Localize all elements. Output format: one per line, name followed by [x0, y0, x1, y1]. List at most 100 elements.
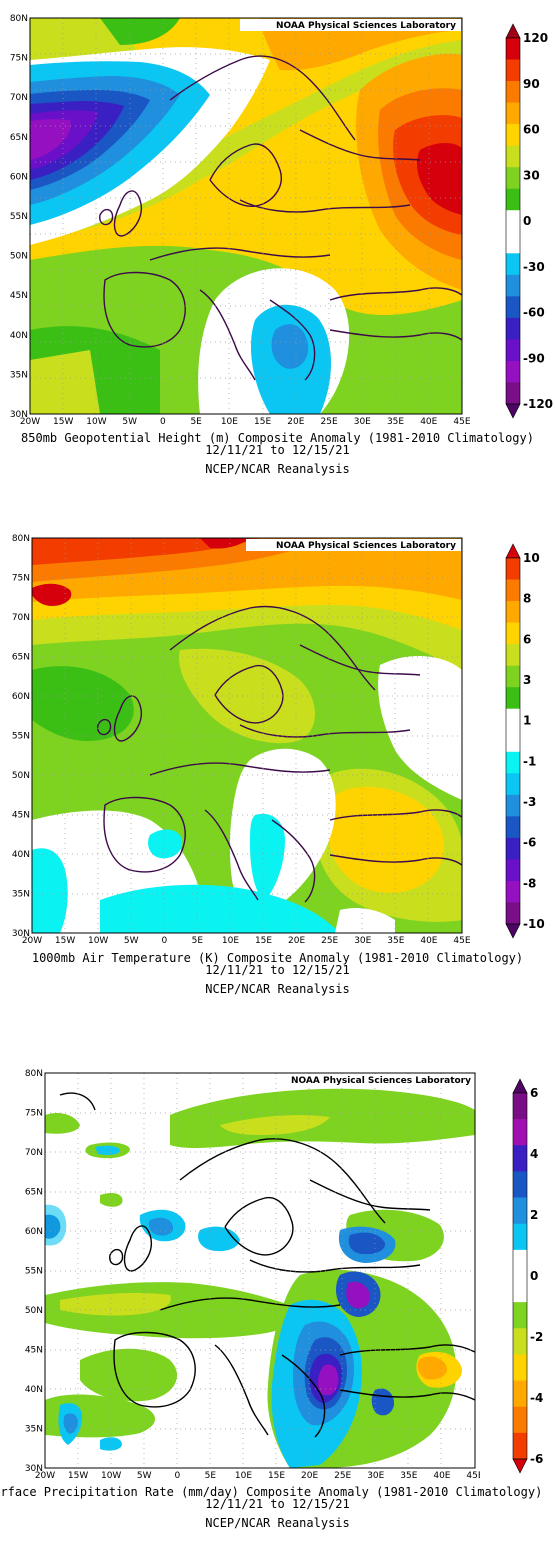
lon-tick-label: 30E [367, 1471, 384, 1481]
colorbar-label: 1 [523, 714, 531, 728]
colorbar-frame [505, 37, 521, 405]
colorbar-label: 3 [523, 673, 531, 687]
colorbar-label: 2 [530, 1208, 538, 1222]
lat-tick-label: 45N [12, 811, 30, 821]
lat-tick-label: 30N [10, 410, 28, 420]
lat-axis: 80N 75N 70N 65N 60N 55N 50N 45N 40N 35N 30N [25, 1069, 43, 1474]
lon-tick-label: 40E [420, 417, 437, 427]
colorbar-label: -8 [523, 876, 536, 890]
colorbar-segment [506, 188, 520, 211]
colorbar-segment [513, 1302, 527, 1329]
lon-tick-label: 25E [334, 1471, 351, 1481]
colorbar-segment [506, 644, 520, 666]
lat-tick-label: 30N [12, 929, 30, 939]
lon-tick-label: 0 [174, 1471, 180, 1481]
colorbar-segment [506, 253, 520, 276]
colorbar-segment [513, 1432, 527, 1460]
colorbar-frame [512, 1092, 528, 1460]
colorbar-segment [506, 794, 520, 817]
colorbar-label: -6 [530, 1452, 543, 1466]
colorbar-label: -120 [523, 397, 553, 411]
lat-tick-label: 60N [10, 172, 28, 182]
colorbar-segment [506, 317, 520, 340]
lat-tick-label: 70N [25, 1148, 43, 1158]
colorbar-segment [506, 124, 520, 146]
panel-title: Surface Precipitation Rate (mm/day) Comp… [0, 1485, 543, 1499]
panel-dates: 12/11/21 to 12/15/21 [205, 443, 350, 457]
lat-tick-label: 65N [10, 133, 28, 143]
panel-source: NCEP/NCAR Reanalysis [205, 1516, 350, 1530]
colorbar: 10 8 6 3 1 -1 -3 -6 -8 -10 [505, 543, 545, 939]
lon-tick-label: 5E [192, 936, 204, 946]
lon-tick-label: 15W [68, 1471, 88, 1481]
lon-tick-label: 5E [205, 1471, 217, 1481]
lat-tick-label: 45N [25, 1346, 43, 1356]
panel-source: NCEP/NCAR Reanalysis [205, 982, 350, 996]
colorbar-label: 4 [530, 1147, 538, 1161]
colorbar-label: -3 [523, 795, 536, 809]
colorbar-segment [506, 210, 520, 233]
lon-tick-label: 5W [124, 936, 139, 946]
lat-tick-label: 50N [12, 771, 30, 781]
lat-tick-label: 40N [10, 331, 28, 341]
colorbar-segment [506, 880, 520, 903]
colorbar-segment [506, 339, 520, 362]
lon-tick-label: 20E [288, 936, 305, 946]
lon-tick-label: 0 [161, 936, 167, 946]
panel-source: NCEP/NCAR Reanalysis [205, 462, 350, 476]
colorbar-top-arrow [512, 1078, 528, 1094]
colorbar-segment [506, 296, 520, 319]
lon-tick-label: 10E [221, 417, 238, 427]
lat-tick-label: 55N [25, 1267, 43, 1277]
lat-tick-label: 80N [10, 14, 28, 24]
colorbar-segment [506, 859, 520, 882]
lon-tick-label: 0 [160, 417, 166, 427]
lon-tick-label: 45E [453, 417, 470, 427]
lon-tick-label: 25E [321, 417, 338, 427]
colorbar-segment [513, 1093, 527, 1120]
colorbar-segment [513, 1145, 527, 1172]
colorbar-label: -90 [523, 351, 545, 365]
colorbar-label: -6 [523, 836, 536, 850]
lat-tick-label: 75N [12, 574, 30, 584]
colorbar-label: -10 [523, 917, 545, 931]
lon-tick-label: 40E [420, 936, 437, 946]
colorbar-segment [506, 579, 520, 602]
lat-tick-label: 60N [12, 692, 30, 702]
lat-tick-label: 35N [12, 890, 30, 900]
lat-tick-label: 30N [25, 1464, 43, 1474]
colorbar-label: -1 [523, 754, 536, 768]
colorbar-segment [513, 1276, 527, 1303]
colorbar-label: 120 [523, 31, 548, 45]
colorbar-label: -2 [530, 1330, 543, 1344]
colorbar-segment [506, 38, 520, 60]
colorbar-segment [506, 558, 520, 580]
colorbar-segment [506, 360, 520, 383]
lat-tick-label: 60N [25, 1227, 43, 1237]
lon-tick-label: 10W [101, 1471, 121, 1481]
air-temperature-map: NOAA Physical Sciences Laboratory 80N 75N… [12, 534, 470, 946]
lat-tick-label: 65N [25, 1188, 43, 1198]
colorbar-segment [506, 622, 520, 645]
colorbar-label: -4 [530, 1391, 543, 1405]
lat-tick-label: 35N [10, 370, 28, 380]
lon-tick-label: 5W [137, 1471, 152, 1481]
colorbar-bottom-arrow [512, 1458, 528, 1474]
lon-tick-label: 25E [321, 936, 338, 946]
lon-tick-label: 10E [235, 1471, 252, 1481]
colorbar-label: -60 [523, 306, 545, 320]
colorbar-segment [513, 1249, 527, 1277]
colorbar-segment [513, 1328, 527, 1355]
panel-title: 1000mb Air Temperature (K) Composite Ano… [31, 951, 524, 965]
lat-tick-label: 50N [10, 252, 28, 262]
lat-axis: 80N 75N 70N 65N 60N 55N 50N 45N 40N 35N 30N [10, 14, 28, 420]
colorbar-segment [506, 145, 520, 168]
colorbar-label: 6 [523, 632, 531, 646]
lat-tick-label: 40N [25, 1385, 43, 1395]
colorbar-label: 6 [530, 1086, 538, 1100]
lon-tick-label: 30E [354, 936, 371, 946]
colorbar-segment [506, 730, 520, 753]
lat-tick-label: 50N [25, 1306, 43, 1316]
colorbar-segment [506, 102, 520, 125]
credit-label: NOAA Physical Sciences Laboratory [276, 21, 456, 31]
